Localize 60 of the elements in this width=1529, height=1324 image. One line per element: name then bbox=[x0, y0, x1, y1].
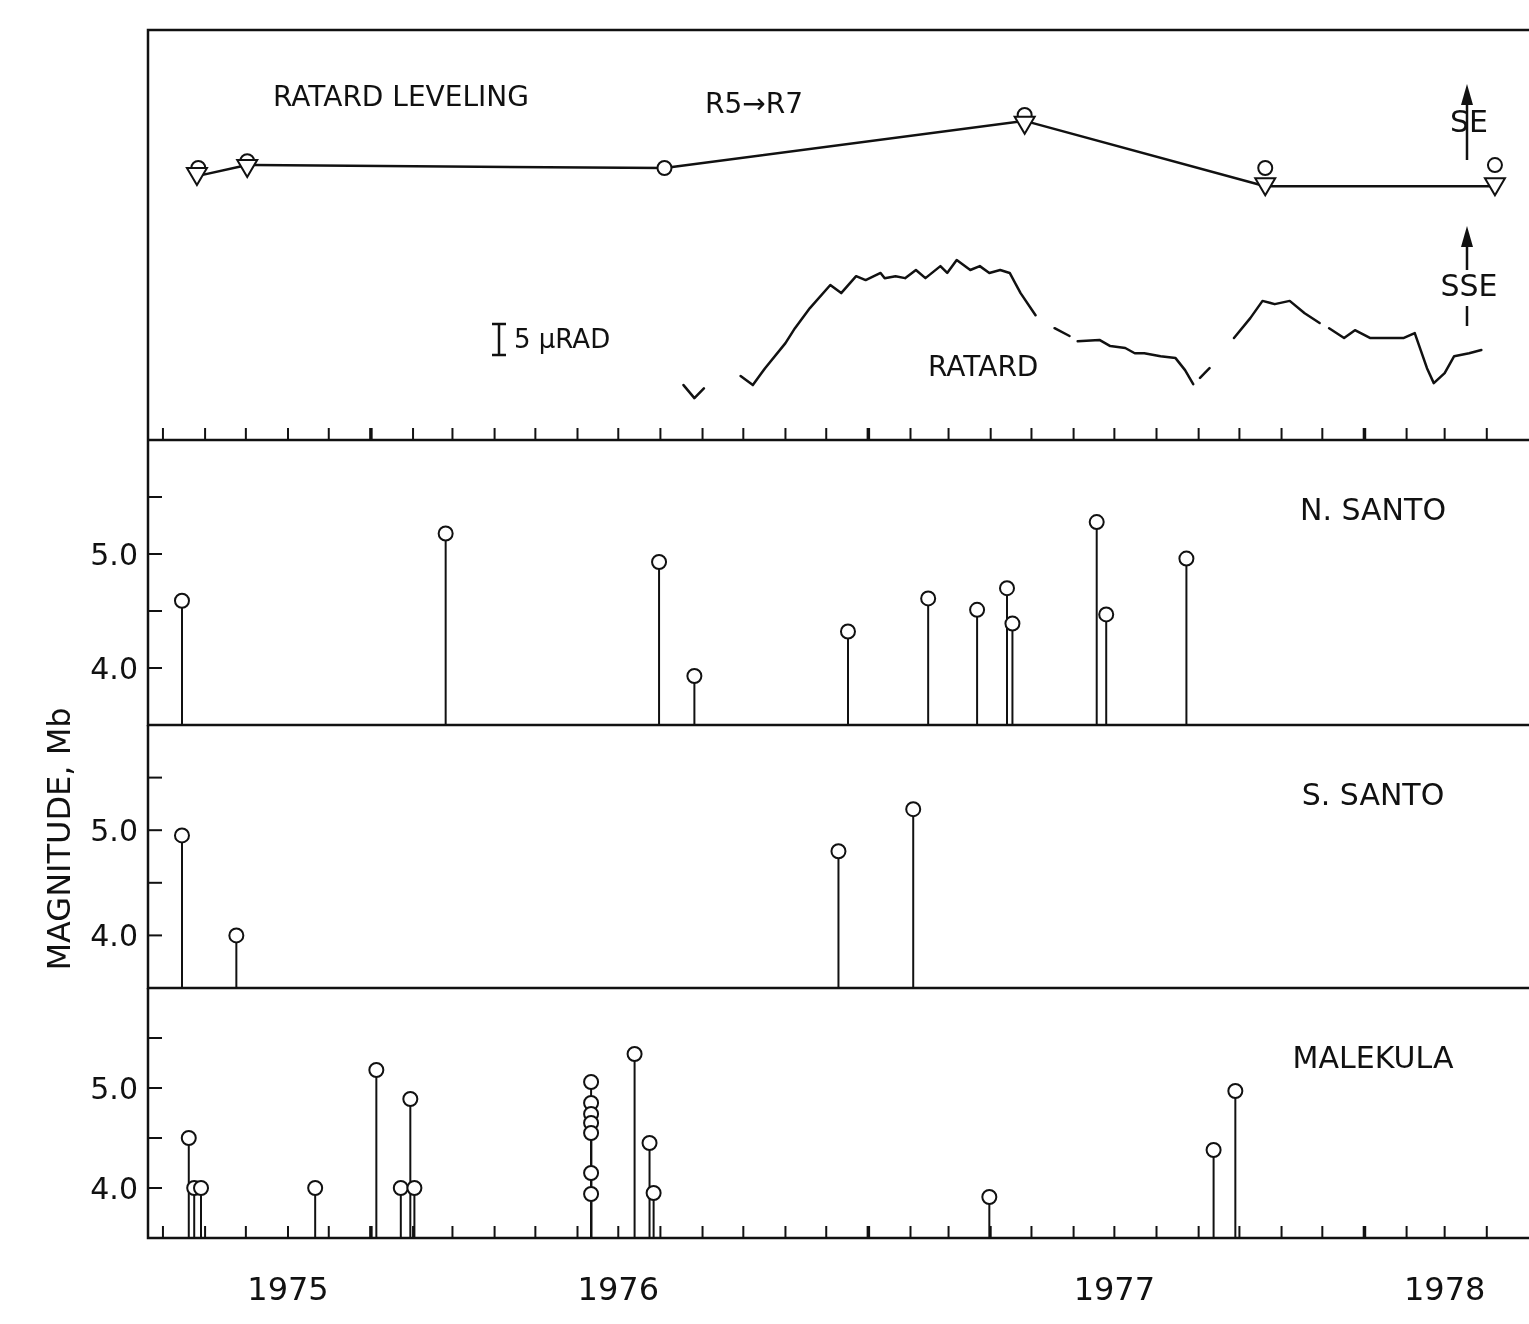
point bbox=[920, 590, 937, 607]
y-tick-label: 5.0 bbox=[90, 1071, 138, 1106]
y-tick-label: 4.0 bbox=[90, 651, 138, 686]
point bbox=[583, 1074, 600, 1090]
annotation: 5 µRAD bbox=[514, 324, 611, 354]
point bbox=[583, 1125, 600, 1141]
x-tick-label: 1976 bbox=[577, 1270, 659, 1308]
point bbox=[236, 158, 259, 178]
point bbox=[626, 1046, 643, 1062]
point bbox=[645, 1185, 662, 1201]
point bbox=[180, 1130, 197, 1146]
point bbox=[999, 580, 1015, 597]
point bbox=[686, 667, 703, 684]
y-tick-label: 5.0 bbox=[90, 813, 138, 849]
point bbox=[193, 1180, 210, 1196]
point bbox=[228, 927, 245, 944]
point bbox=[969, 601, 986, 618]
point bbox=[406, 1180, 423, 1196]
point bbox=[173, 827, 190, 844]
point bbox=[1098, 606, 1115, 623]
text: MALEKULA bbox=[1292, 1040, 1454, 1075]
point bbox=[1205, 1142, 1222, 1158]
x-tick-label: 1975 bbox=[247, 1270, 329, 1308]
point bbox=[651, 553, 668, 570]
point bbox=[437, 525, 454, 542]
series-label: RATARD bbox=[928, 350, 1039, 383]
point bbox=[1178, 550, 1195, 567]
point bbox=[1483, 177, 1506, 197]
y-tick-label: 4.0 bbox=[90, 1171, 138, 1206]
point bbox=[1486, 157, 1503, 174]
annotation: SSE bbox=[1440, 268, 1498, 303]
text: N. SANTO bbox=[1299, 492, 1447, 527]
point bbox=[1254, 177, 1277, 197]
point bbox=[1004, 615, 1021, 632]
y-tick-label: 4.0 bbox=[90, 918, 138, 954]
point bbox=[839, 623, 856, 640]
annotation: R5→R7 bbox=[705, 87, 803, 120]
point bbox=[830, 843, 847, 860]
point bbox=[981, 1189, 998, 1205]
point bbox=[905, 801, 922, 818]
point bbox=[185, 167, 208, 187]
y-axis-title: MAGNITUDE, Mb bbox=[40, 707, 78, 971]
point bbox=[583, 1186, 600, 1202]
point bbox=[368, 1062, 385, 1078]
x-tick-label: 1978 bbox=[1403, 1270, 1486, 1308]
point bbox=[1013, 115, 1036, 135]
point bbox=[1088, 514, 1105, 531]
y-tick-label: 5.0 bbox=[90, 537, 138, 572]
point bbox=[583, 1165, 600, 1181]
point bbox=[173, 592, 190, 609]
point bbox=[402, 1091, 419, 1107]
point bbox=[641, 1135, 658, 1151]
x-tick-label: 1977 bbox=[1073, 1270, 1156, 1308]
point bbox=[392, 1180, 409, 1196]
point bbox=[307, 1180, 324, 1196]
text: S. SANTO bbox=[1301, 777, 1445, 812]
point bbox=[656, 159, 673, 176]
point bbox=[1257, 159, 1274, 176]
series-label: RATARD LEVELING bbox=[273, 80, 529, 113]
point bbox=[1227, 1083, 1244, 1099]
